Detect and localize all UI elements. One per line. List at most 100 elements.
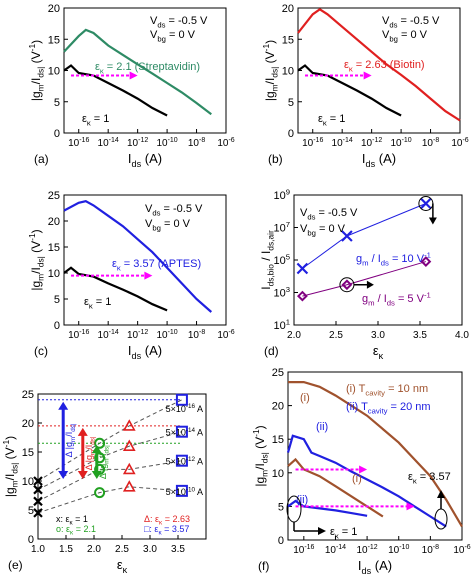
x-tick-label: 2.5 (115, 544, 129, 555)
series-line-biotin (297, 7, 461, 122)
arrow-head (359, 465, 368, 474)
series-line-aptes (63, 200, 213, 313)
series-label-streptavidin: εκ = 2.1 (Streptavidin) (95, 61, 200, 75)
x-tick-label: 1.0 (31, 544, 45, 555)
y-tick-label: 5 (288, 97, 294, 109)
row-connector (37, 431, 183, 491)
panel-label: (b) (268, 152, 283, 166)
data-point-aptes (175, 454, 188, 467)
y-tick-label: 15 (48, 242, 60, 254)
x-tick-label: 10-12 (127, 329, 148, 341)
chart-panel-d: 101 103 105 107 109 2.0 2.5 3.0 3.5 4.0 εκ Ids,bio … (259, 188, 469, 361)
annotation-vds: Vds = -0.5 V (300, 207, 358, 221)
x-tick-label: 3.5 (171, 544, 185, 555)
y-tick-label: 20 (272, 401, 284, 413)
y-tick-label: 107 (273, 220, 290, 234)
x-tick-label: 4.0 (455, 330, 469, 341)
legend-air: x: εκ = 1 (56, 514, 88, 527)
series-line-air (63, 266, 168, 312)
y-axis-label: Ids,bio / Ids,air (259, 230, 276, 290)
y-tick-label: 0 (28, 534, 34, 546)
chart-panel-c: 0 5 10 15 20 25 10-16 10-14 10-12 10-10 10-8 10-6 Id… (27, 190, 235, 361)
y-tick-label: 20 (22, 418, 34, 430)
panel-label: (f) (258, 559, 269, 573)
x-axis-label: Ids (A) (362, 151, 396, 169)
x-axis-label: εκ (373, 343, 384, 361)
series-label-air: εκ = 1 (318, 113, 345, 127)
y-tick-label: 25 (48, 190, 60, 202)
y-tick-label: 15 (272, 434, 284, 446)
series-line-streptavidin (63, 28, 212, 116)
chart-panel-b: 0 5 10 15 20 10-16 10-14 10-12 10-10 10-8 10-6 Ids … (261, 3, 469, 169)
y-axis-label: |gm/Ids| (V-1) (251, 425, 269, 486)
data-point-gm10 (341, 230, 353, 242)
current-label: 5×10-16 A (166, 403, 203, 414)
legend-aptes: □: εκ = 3.57 (144, 524, 189, 537)
curve-label-i: (i) (300, 392, 310, 404)
arrow-head (77, 471, 88, 479)
x-tick-label: 10-8 (422, 544, 439, 556)
data-point-aptes (175, 484, 188, 497)
arrow-head (77, 427, 88, 436)
x-tick-label: 10-16 (302, 137, 323, 149)
y-tick-label: 0 (278, 535, 284, 547)
plot-frame (63, 194, 227, 326)
series-label-biotin: εκ = 2.63 (Biotin) (344, 59, 425, 73)
series-label-air: εκ = 1 (84, 296, 111, 310)
data-point-air (33, 508, 43, 518)
annotation-vbg: Vbg = 0 V (150, 29, 196, 43)
chart-panel-f: 0 5 10 15 20 25 10-16 10-14 10-12 10-10 10-8 10-6 Id… (251, 367, 471, 576)
curve-label-ii: (ii) (296, 494, 308, 506)
y-tick-label: 10 (272, 468, 284, 480)
y-tick-label: 15 (48, 34, 60, 46)
annotation-vbg: Vbg = 0 V (145, 218, 191, 232)
annotation-vbg: Vbg = 0 V (382, 29, 428, 43)
current-label: 5×10-14 A (166, 427, 203, 438)
y-tick-label: 105 (273, 253, 290, 267)
data-point-aptes (175, 425, 188, 438)
current-label: 5×10-10 A (166, 486, 203, 497)
y-tick-label: 20 (48, 216, 60, 228)
y-tick-label: 103 (273, 285, 290, 299)
y-tick-label: 101 (273, 318, 290, 332)
x-tick-label: 10-10 (156, 137, 177, 149)
x-axis-label: Ids (A) (128, 151, 162, 169)
x-tick-label: 1.5 (59, 544, 73, 555)
y-tick-label: 25 (22, 389, 34, 401)
data-point-air (33, 476, 43, 486)
x-tick-label: 10-6 (217, 329, 234, 341)
x-tick-label: 10-6 (217, 137, 234, 149)
data-point-air (33, 484, 43, 495)
data-point-biotin (122, 480, 136, 492)
row-connector (37, 399, 183, 482)
annotation-cavity-20nm: (ii) Tcavity = 20 nm (346, 401, 431, 415)
arrow-head (366, 280, 374, 289)
arrow-head (58, 471, 69, 479)
annotation-vbg: Vbg = 0 V (300, 223, 346, 237)
data-point-biotin (122, 462, 136, 475)
x-tick-label: 10-14 (332, 137, 353, 149)
y-tick-label: 0 (288, 128, 294, 140)
panel-label: (c) (34, 344, 48, 358)
x-tick-label: 10-10 (390, 137, 411, 149)
x-tick-label: 10-6 (453, 544, 470, 556)
data-point-streptavidin (94, 437, 106, 449)
series-label-gm10: gm / Ids = 10 V-1 (356, 251, 431, 268)
y-tick-label: 0 (54, 320, 60, 332)
annotation-cavity-10nm: (i) Tcavity = 10 nm (346, 383, 428, 397)
x-tick-label: 10-6 (451, 137, 468, 149)
annotation-vds: Vds = -0.5 V (150, 15, 208, 29)
x-tick-label: 10-12 (127, 137, 148, 149)
annotation-vds: Vds = -0.5 V (145, 203, 203, 217)
series-line-ii-air (287, 499, 368, 517)
x-tick-label: 10-16 (68, 329, 89, 341)
data-point-gm5 (296, 290, 308, 302)
data-point-aptes (175, 393, 188, 406)
annotation-vds: Vds = -0.5 V (382, 15, 440, 29)
arrow-head (91, 471, 102, 479)
x-axis-label: εκ (117, 557, 128, 575)
y-tick-label: 10 (22, 476, 34, 488)
chart-panel-a: 0 5 10 15 20 10-16 10-14 10-12 10-10 10-8 10-6 Ids … (27, 3, 235, 169)
y-tick-label: 10 (48, 66, 60, 78)
